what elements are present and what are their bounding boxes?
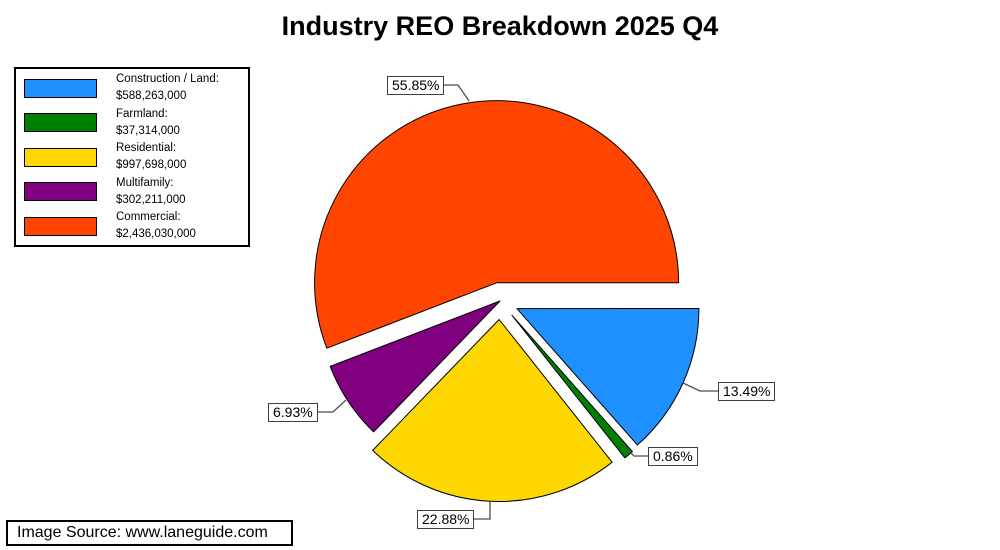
connector-commercial	[443, 84, 470, 102]
legend-item-farmland: Farmland: $37,314,000	[16, 106, 248, 141]
label-connectors	[315, 84, 718, 520]
connector-multifamily	[315, 399, 347, 413]
legend-item-label: Commercial:	[116, 211, 181, 224]
legend-box: Construction / Land: $588,263,000 Farmla…	[14, 67, 250, 247]
pie-slice-multifamily	[329, 300, 501, 433]
legend-swatch-construction-land	[24, 78, 97, 98]
pie-slices	[314, 100, 700, 502]
legend-item-label: Residential:	[116, 142, 177, 155]
legend-swatch-commercial	[24, 216, 97, 236]
legend-item-value: $997,698,000	[116, 159, 187, 172]
pie-slice-farmland	[511, 314, 633, 459]
percent-label-construction-land: 13.49%	[718, 382, 776, 401]
connector-farmland	[622, 444, 648, 457]
page-title: Industry REO Breakdown 2025 Q4	[281, 11, 719, 41]
legend-item-construction-land: Construction / Land: $588,263,000	[16, 71, 248, 106]
percent-label-residential: 22.88%	[417, 510, 475, 529]
legend-item-multifamily: Multifamily: $302,211,000	[16, 175, 248, 210]
legend-item-label: Farmland:	[116, 107, 168, 120]
connector-residential	[471, 502, 491, 520]
legend-item-label: Multifamily:	[116, 176, 174, 189]
legend-swatch-multifamily	[24, 182, 97, 202]
percent-label-multifamily: 6.93%	[268, 403, 318, 422]
legend-swatch-farmland	[24, 113, 97, 133]
percent-label-farmland: 0.86%	[648, 447, 698, 466]
legend-item-label: Construction / Land:	[116, 73, 219, 86]
legend-item-value: $588,263,000	[116, 90, 187, 103]
percent-label-commercial: 55.85%	[387, 76, 445, 95]
legend-item-residential: Residential: $997,698,000	[16, 140, 248, 175]
legend-item-value: $37,314,000	[116, 124, 180, 137]
connector-construction-land	[682, 382, 718, 392]
source-box: Image Source: www.laneguide.com	[6, 520, 293, 546]
legend-swatch-residential	[24, 147, 97, 167]
pie-slice-commercial	[314, 100, 680, 349]
legend-item-value: $302,211,000	[116, 193, 186, 206]
legend-item-commercial: Commercial: $2,436,030,000	[16, 209, 248, 244]
source-text: Image Source: www.laneguide.com	[17, 524, 268, 541]
legend-item-value: $2,436,030,000	[116, 228, 196, 241]
pie-slice-residential	[372, 319, 613, 502]
